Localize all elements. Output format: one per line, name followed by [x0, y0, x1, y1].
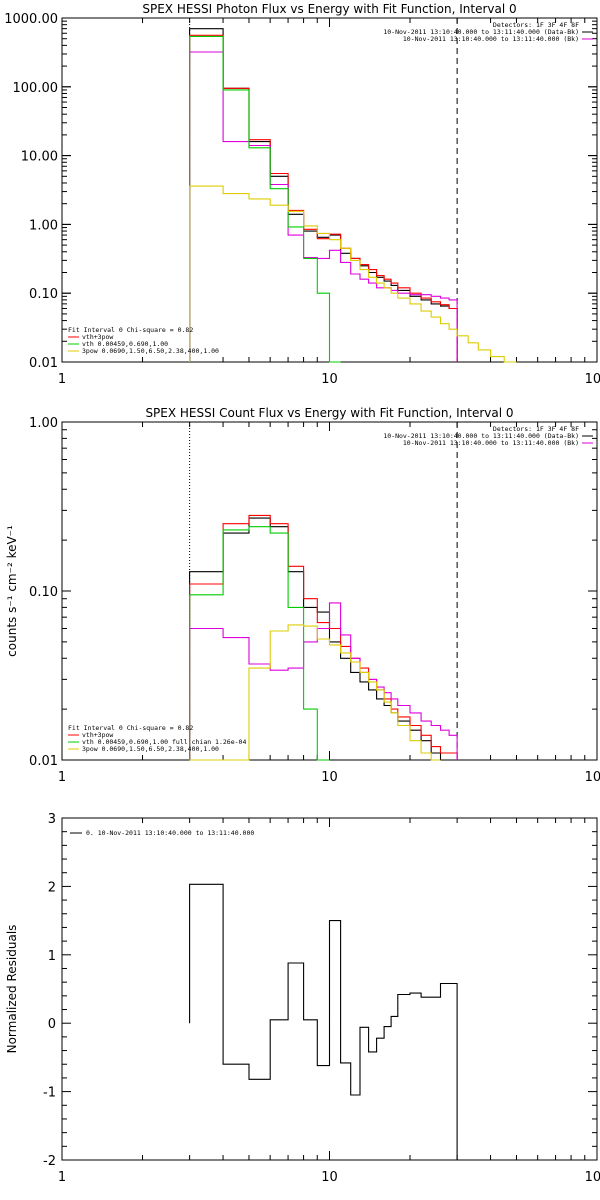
legend-bottom-left-entry: vth+3pow	[82, 333, 113, 341]
y-tick-label: 1000.00	[4, 12, 58, 27]
legend-top-left-entry: 0. 10-Nov-2011 13:10:40.000 to 13:11:40.…	[86, 829, 254, 837]
series-residuals-line	[189, 883, 458, 1160]
series-data-bk-line	[189, 28, 458, 362]
legend-bottom-left-entry: 3pow 0.0690,1.50,6.50,2.38,400,1.00	[82, 347, 219, 355]
legend-top-right-entry: Detectors: 1F 3F 4F 8F	[493, 21, 579, 29]
legend-bottom-left-entry: Fit Interval 0 Chi-square = 0.82	[68, 326, 193, 334]
x-tick-label: 10	[321, 1170, 338, 1185]
y-tick-label: 0	[48, 1017, 56, 1032]
y-tick-label: 1.00	[29, 416, 58, 431]
y-tick-label: 1	[48, 949, 56, 964]
y-tick-label: 0.10	[29, 585, 58, 600]
x-tick-label: 100	[585, 770, 600, 785]
series-bk-line	[189, 602, 458, 760]
series-3pow-line	[189, 185, 517, 363]
y-tick-label: 0.01	[29, 356, 58, 371]
series-3pow-line	[189, 624, 441, 761]
x-tick-label: 10	[321, 372, 338, 387]
legend-top-right-entry: Detectors: 1F 3F 4F 8F	[493, 425, 579, 433]
y-tick-label: -2	[43, 1154, 56, 1169]
y-tick-label: 3	[48, 812, 56, 827]
x-tick-label: 1	[58, 770, 66, 785]
y-axis-label: counts s⁻¹ cm⁻² keV⁻¹	[5, 525, 19, 657]
series-vth-line	[189, 35, 341, 363]
legend-bottom-left-entry: Fit Interval 0 Chi-square = 0.82	[68, 724, 193, 732]
y-tick-label: 10.00	[21, 150, 58, 165]
legend-bottom-left-entry: vth 0.00459,0.690,1.00 full chian 1.26e-…	[82, 738, 246, 746]
x-tick-label: 100	[585, 372, 600, 387]
series-vth-3pow-line	[189, 34, 458, 362]
x-tick-label: 100	[585, 1170, 600, 1185]
y-tick-label: -1	[43, 1086, 56, 1101]
legend-bottom-left-entry: vth+3pow	[82, 731, 113, 739]
legend-top-right-entry: 10-Nov-2011 13:10:40.000 to 13:11:40.000…	[383, 432, 579, 440]
x-tick-label: 1	[58, 1170, 66, 1185]
series-bk-line	[189, 51, 458, 362]
x-tick-label: 10	[321, 770, 338, 785]
legend-top-right-entry: 10-Nov-2011 13:10:40.000 to 13:11:40.000…	[383, 28, 579, 36]
chart-title: SPEX HESSI Photon Flux vs Energy with Fi…	[142, 2, 516, 16]
legend-bottom-left-entry: vth 0.00459,0.690,1.00	[82, 340, 168, 348]
y-tick-label: 2	[48, 880, 56, 895]
y-tick-label: 0.10	[29, 287, 58, 302]
chart-title: SPEX HESSI Count Flux vs Energy with Fit…	[145, 406, 513, 420]
legend-bottom-left-entry: 3pow 0.0690,1.50,6.50,2.38,400,1.00	[82, 745, 219, 753]
plot-frame	[61, 421, 598, 761]
y-axis-label: Normalized Residuals	[5, 925, 19, 1054]
y-tick-label: 0.01	[29, 754, 58, 769]
legend-top-right-entry: 10-Nov-2011 13:10:40.000 to 13:11:40.000…	[403, 35, 579, 43]
series-vth-line	[189, 526, 330, 761]
y-tick-label: 100.00	[13, 81, 59, 96]
x-tick-label: 1	[58, 372, 66, 387]
legend-top-right-entry: 10-Nov-2011 13:10:40.000 to 13:11:40.000…	[403, 439, 579, 447]
y-tick-label: 1.00	[29, 218, 58, 233]
